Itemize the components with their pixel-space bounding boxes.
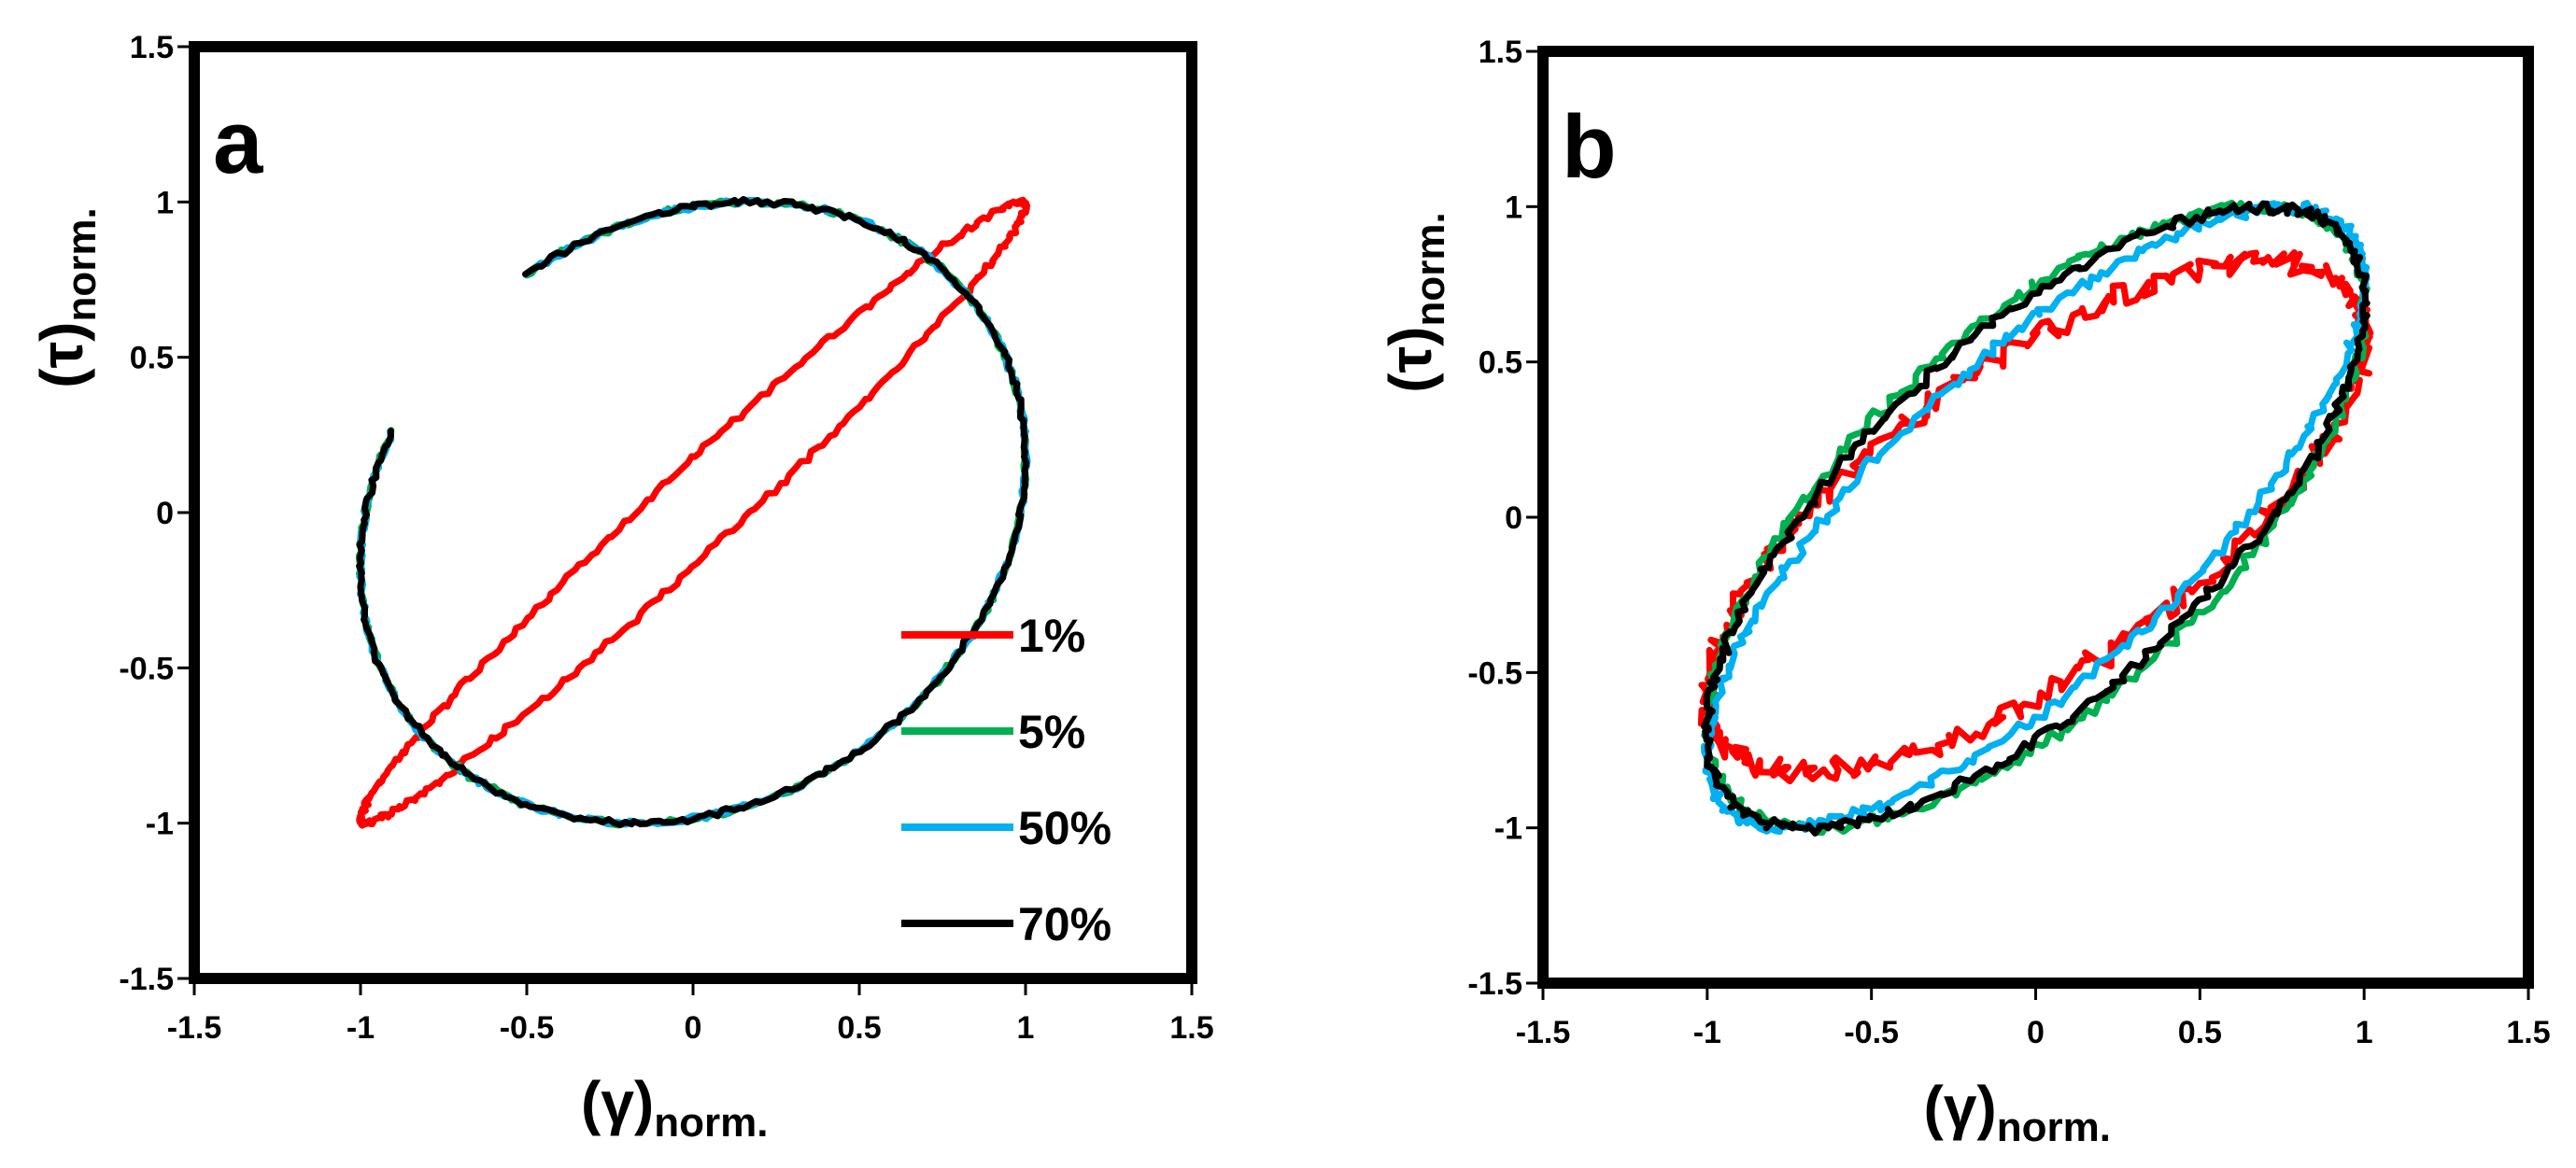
chart-panel-b: -1.5 -1 -0.5 0 0.5 1 1.5 1.5 1 0.5 0 -0.5 -1 -1.5 b (γ)… [1377,35,2551,1150]
x-axis-label-main: (γ) [1924,1074,1997,1141]
x-tick-label: -1.5 [1516,1015,1571,1050]
x-tick-label: 0.5 [2178,1015,2222,1050]
x-tick-label: 1 [1017,1010,1035,1046]
x-tick-label: -1 [347,1010,375,1046]
series-line-1pct [356,196,1031,829]
y-tick-label: -0.5 [1467,655,1522,691]
x-tick-label: 1.5 [2506,1015,2550,1050]
panel-label: b [1562,97,1617,197]
series-line-70pct [356,196,1030,828]
chart-panel-a: -1.5 -1 -0.5 0 0.5 1 1.5 1.5 1 0.5 0 -0.5 -1 -1.5 a (γ)… [28,30,1214,1146]
x-tick-label: 0.5 [837,1010,881,1046]
x-tick-label: 0 [685,1010,702,1046]
x-axis-label: (γ)norm. [581,1069,768,1146]
x-axis-label-sub: norm. [1997,1105,2111,1150]
y-tick-label: 0.5 [1479,345,1522,381]
plot-frame [1537,46,2534,989]
series-group [355,196,1031,829]
y-tick-label: 1 [156,185,174,220]
x-tick-label: -0.5 [1844,1015,1899,1050]
y-tick-label: 0 [1505,500,1522,536]
y-tick-label: -1.5 [1467,966,1522,1002]
x-tick-label: 0 [2027,1015,2045,1050]
y-axis-label-main: (τ) [1377,327,1444,393]
x-tick-label: 1.5 [1169,1010,1213,1046]
x-axis-label-main: (γ) [581,1069,654,1136]
series-group [1697,199,2374,837]
series-line-1pct [1697,249,2374,785]
x-tick-label: -1 [1693,1015,1721,1050]
y-tick-label: 1.5 [1479,35,1522,70]
y-tick-label: 0 [156,496,174,531]
plot-frame [189,41,1197,984]
legend-label: 70% [1018,898,1111,950]
x-tick-label: -0.5 [500,1010,555,1046]
x-tick-label: 1 [2356,1015,2373,1050]
y-tick-label: -1.5 [119,962,174,997]
legend-label: 50% [1018,802,1111,854]
y-tick-label: -0.5 [119,651,174,686]
y-axis-label-sub: norm. [1408,212,1453,326]
x-axis-label: (γ)norm. [1924,1074,2111,1150]
y-axis-label: (τ)norm. [1377,212,1453,392]
x-tick-label: -1.5 [167,1010,222,1046]
y-axis-label: (τ)norm. [28,207,105,387]
series-line-70pct [1701,200,2371,837]
y-tick-label: 0.5 [130,341,174,376]
x-axis-label-sub: norm. [654,1100,768,1146]
legend-label: 1% [1018,610,1085,662]
panel-label: a [213,92,263,192]
y-tick-label: 1.5 [130,30,174,65]
legend-label: 5% [1018,706,1085,758]
y-tick-label: 1 [1505,190,1522,225]
y-axis-label-sub: norm. [59,207,105,321]
y-axis-label-main: (τ) [28,322,95,388]
y-tick-label: -1 [1494,811,1522,847]
legend: 1% 5% 50% 70% [901,610,1111,950]
y-tick-label: -1 [146,807,174,842]
